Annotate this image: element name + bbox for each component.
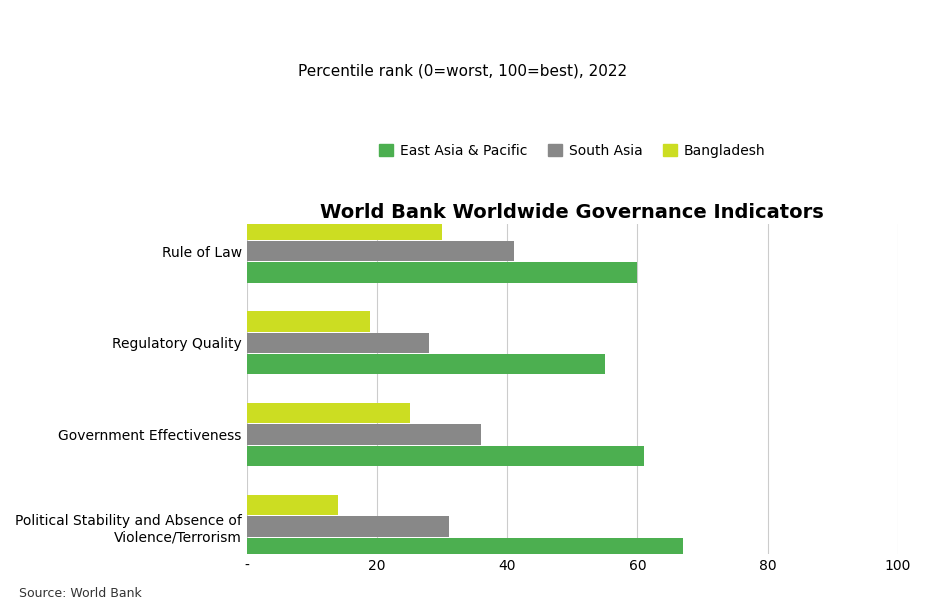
Bar — [246, 495, 338, 515]
Bar — [246, 311, 370, 331]
Bar — [246, 424, 482, 445]
Bar — [246, 241, 514, 261]
Bar — [246, 149, 488, 170]
Text: Source: World Bank: Source: World Bank — [19, 587, 142, 600]
Bar — [246, 403, 409, 424]
Bar — [246, 516, 448, 536]
Legend: East Asia & Pacific, South Asia, Bangladesh: East Asia & Pacific, South Asia, Banglad… — [373, 138, 771, 163]
Bar — [246, 262, 637, 282]
Title: World Bank Worldwide Governance Indicators: World Bank Worldwide Governance Indicato… — [320, 203, 824, 222]
Bar — [246, 128, 351, 148]
Bar — [246, 446, 644, 466]
Bar — [246, 170, 624, 191]
Bar — [246, 333, 429, 353]
Text: Percentile rank (0=worst, 100=best), 2022: Percentile rank (0=worst, 100=best), 202… — [298, 64, 628, 79]
Bar — [246, 219, 442, 240]
Bar — [246, 538, 683, 558]
Bar — [246, 587, 429, 606]
Bar — [246, 354, 605, 375]
